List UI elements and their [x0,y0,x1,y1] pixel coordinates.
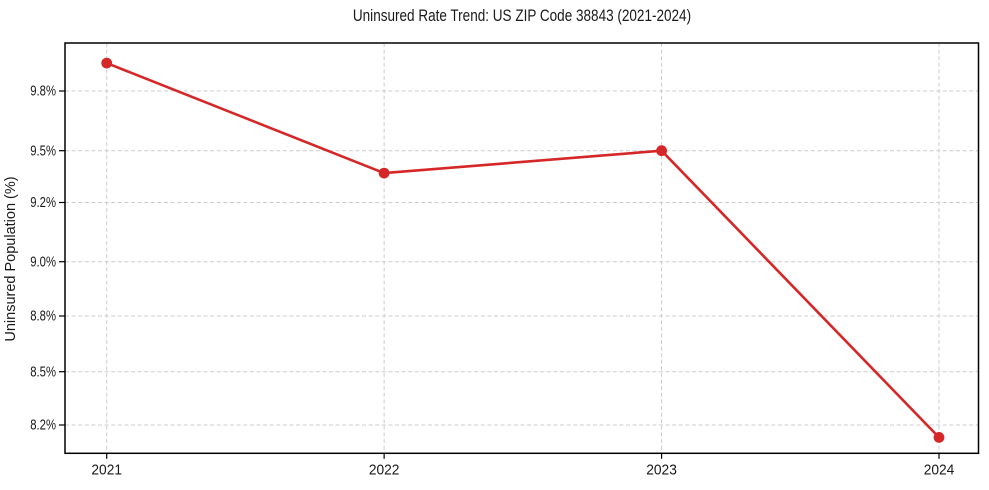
y-tick-label: 9.2% [30,194,56,211]
data-point-marker [656,145,667,157]
x-tick-label: 2022 [369,461,400,477]
data-point-marker [933,432,945,443]
data-point-marker [378,167,390,179]
plot-border [64,42,980,455]
y-tick-label: 9.8% [30,82,56,99]
y-tick-label: 8.5% [30,363,56,380]
chart-title: Uninsured Rate Trend: US ZIP Code 38843 … [352,7,692,25]
trend-line [105,61,941,439]
y-tick-label: 9.0% [30,253,56,270]
x-tick-label: 2023 [646,461,677,477]
x-tick-label: 2021 [91,461,122,477]
data-point-marker [101,57,113,69]
y-tick-label: 8.8% [30,307,56,324]
y-tick-label: 9.5% [30,142,56,159]
x-tick-label: 2024 [924,461,955,477]
y-tick-label: 8.2% [30,416,56,433]
